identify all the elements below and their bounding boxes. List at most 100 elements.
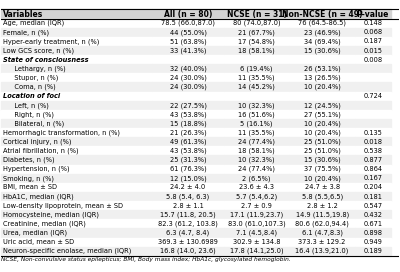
Bar: [289, 237, 355, 247]
Text: 25 (51.0%): 25 (51.0%): [304, 148, 340, 154]
Bar: [289, 28, 355, 37]
Bar: [355, 210, 391, 219]
Text: 10 (20.4%): 10 (20.4%): [304, 175, 340, 181]
Bar: [289, 55, 355, 64]
Text: 12 (24.5%): 12 (24.5%): [304, 102, 340, 109]
Text: Lethargy, n (%): Lethargy, n (%): [8, 66, 66, 72]
Bar: [1, 237, 152, 247]
Text: 37 (75.5%): 37 (75.5%): [304, 166, 340, 172]
Text: 373.3 ± 129.2: 373.3 ± 129.2: [298, 239, 346, 245]
Text: Cortical injury, n (%): Cortical injury, n (%): [3, 138, 72, 145]
Bar: [152, 210, 224, 219]
Text: 25 (31.3%): 25 (31.3%): [170, 157, 206, 163]
Bar: [289, 210, 355, 219]
Bar: [152, 119, 224, 128]
Text: 26 (53.1%): 26 (53.1%): [304, 66, 340, 72]
Text: 83.0 (61.0,107.3): 83.0 (61.0,107.3): [228, 221, 286, 227]
Text: BMI, mean ± SD: BMI, mean ± SD: [3, 184, 57, 190]
Bar: [355, 155, 391, 165]
Text: 18 (58.1%): 18 (58.1%): [238, 148, 275, 154]
Text: Hemorrhagic transformation, n (%): Hemorrhagic transformation, n (%): [3, 129, 120, 136]
Text: 0.015: 0.015: [363, 48, 382, 54]
Text: 0.877: 0.877: [363, 157, 382, 163]
Text: State of consciousness: State of consciousness: [3, 57, 89, 63]
Bar: [224, 64, 289, 73]
Bar: [289, 10, 355, 18]
Text: 21 (26.3%): 21 (26.3%): [170, 129, 206, 136]
Text: 0.671: 0.671: [363, 221, 382, 227]
Bar: [1, 82, 152, 92]
Bar: [1, 28, 152, 37]
Text: 0.538: 0.538: [363, 148, 382, 154]
Text: Hypertension, n (%): Hypertension, n (%): [3, 166, 70, 172]
Bar: [152, 237, 224, 247]
Text: 34 (69.4%): 34 (69.4%): [304, 38, 340, 45]
Text: 10 (20.4%): 10 (20.4%): [304, 84, 340, 90]
Bar: [1, 210, 152, 219]
Text: 16.8 (14.0, 23.6): 16.8 (14.0, 23.6): [160, 248, 216, 255]
Bar: [289, 119, 355, 128]
Bar: [1, 101, 152, 110]
Text: 6.3 (4.7, 8.4): 6.3 (4.7, 8.4): [166, 230, 210, 236]
Text: 0.204: 0.204: [363, 184, 382, 190]
Bar: [224, 110, 289, 119]
Bar: [152, 10, 224, 18]
Bar: [224, 146, 289, 155]
Bar: [152, 46, 224, 55]
Bar: [355, 192, 391, 201]
Bar: [1, 119, 152, 128]
Bar: [289, 174, 355, 183]
Bar: [289, 101, 355, 110]
Bar: [152, 228, 224, 237]
Text: 6 (19.4%): 6 (19.4%): [240, 66, 273, 72]
Bar: [1, 165, 152, 174]
Bar: [1, 201, 152, 210]
Bar: [289, 137, 355, 146]
Text: 0.068: 0.068: [363, 29, 382, 35]
Bar: [355, 183, 391, 192]
Text: 0.187: 0.187: [363, 38, 382, 44]
Text: 51 (63.8%): 51 (63.8%): [170, 38, 206, 45]
Text: 0.135: 0.135: [363, 130, 382, 136]
Text: Right, n (%): Right, n (%): [8, 111, 54, 118]
Bar: [355, 165, 391, 174]
Bar: [289, 64, 355, 73]
Text: 0.167: 0.167: [363, 175, 382, 181]
Bar: [289, 192, 355, 201]
Text: Smoking, n (%): Smoking, n (%): [3, 175, 54, 181]
Text: 0.432: 0.432: [363, 212, 382, 218]
Bar: [1, 183, 152, 192]
Bar: [152, 64, 224, 73]
Text: Creatinine, median (IQR): Creatinine, median (IQR): [3, 221, 86, 227]
Bar: [289, 219, 355, 228]
Bar: [224, 28, 289, 37]
Text: 2.8 ± 1.2: 2.8 ± 1.2: [307, 203, 338, 209]
Text: Left, n (%): Left, n (%): [8, 102, 49, 109]
Text: 17 (54.8%): 17 (54.8%): [238, 38, 275, 45]
Bar: [355, 28, 391, 37]
Text: 80.6 (62.0,94.4): 80.6 (62.0,94.4): [295, 221, 349, 227]
Text: Variables: Variables: [3, 10, 44, 18]
Text: 80 (74.0,87.0): 80 (74.0,87.0): [233, 20, 280, 26]
Bar: [289, 82, 355, 92]
Bar: [289, 228, 355, 237]
Bar: [1, 146, 152, 155]
Text: 43 (53.8%): 43 (53.8%): [170, 111, 206, 118]
Text: Homocysteine, median (IQR): Homocysteine, median (IQR): [3, 212, 99, 218]
Bar: [224, 201, 289, 210]
Bar: [355, 18, 391, 28]
Text: 15 (18.8%): 15 (18.8%): [170, 120, 206, 127]
Text: 14 (45.2%): 14 (45.2%): [238, 84, 275, 90]
Bar: [1, 219, 152, 228]
Bar: [152, 110, 224, 119]
Text: 23.6 ± 4.3: 23.6 ± 4.3: [239, 184, 274, 190]
Bar: [1, 92, 152, 101]
Text: Atrial fibrillation, n (%): Atrial fibrillation, n (%): [3, 148, 79, 154]
Text: 23 (46.9%): 23 (46.9%): [304, 29, 340, 36]
Bar: [224, 137, 289, 146]
Text: 49 (61.3%): 49 (61.3%): [170, 138, 206, 145]
Bar: [355, 228, 391, 237]
Bar: [224, 119, 289, 128]
Bar: [1, 46, 152, 55]
Bar: [1, 110, 152, 119]
